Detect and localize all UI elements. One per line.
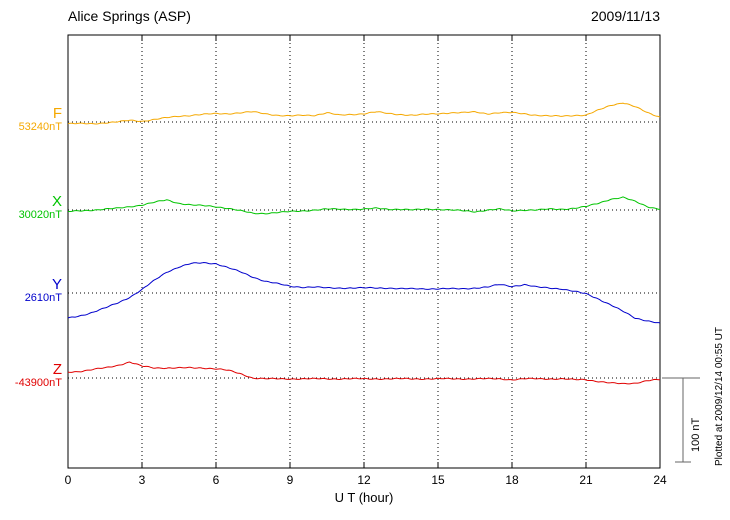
f-trace xyxy=(67,102,661,125)
x-tick-label: 24 xyxy=(653,473,667,487)
channel-label-x: X 30020nT xyxy=(0,194,62,222)
channel-baseline-y: 2610nT xyxy=(24,292,62,304)
channel-label-f: F 53240nT xyxy=(0,106,62,134)
x-tick-label: 0 xyxy=(64,473,72,487)
plotted-at-note: Plotted at 2009/12/14 00:55 UT xyxy=(714,327,725,466)
channel-letter-f: F xyxy=(52,105,62,122)
x-tick-label: 18 xyxy=(505,473,519,487)
x-tick-label: 6 xyxy=(212,473,220,487)
channel-letter-x: X xyxy=(51,193,62,210)
x-tick-label: 12 xyxy=(357,473,371,487)
y-trace xyxy=(67,261,661,324)
station-title: Alice Springs (ASP) xyxy=(68,8,191,24)
plot-date: 2009/11/13 xyxy=(590,8,660,24)
x-tick-label: 3 xyxy=(138,473,146,487)
channel-letter-y: Y xyxy=(51,276,62,293)
scale-bar-label: 100 nT xyxy=(690,417,702,452)
x-axis-label: U T (hour) xyxy=(334,490,394,505)
channel-label-z: Z -43900nT xyxy=(0,362,62,390)
channel-label-y: Y 2610nT xyxy=(0,277,62,305)
channel-baseline-z: -43900nT xyxy=(14,377,62,389)
channel-baseline-x: 30020nT xyxy=(18,209,62,221)
x-tick-label: 21 xyxy=(579,473,593,487)
x-tick-label: 15 xyxy=(431,473,445,487)
x-trace xyxy=(67,196,661,215)
channel-baseline-f: 53240nT xyxy=(18,121,62,133)
z-trace xyxy=(67,361,660,385)
channel-letter-z: Z xyxy=(52,361,62,378)
x-tick-label: 9 xyxy=(286,473,294,487)
